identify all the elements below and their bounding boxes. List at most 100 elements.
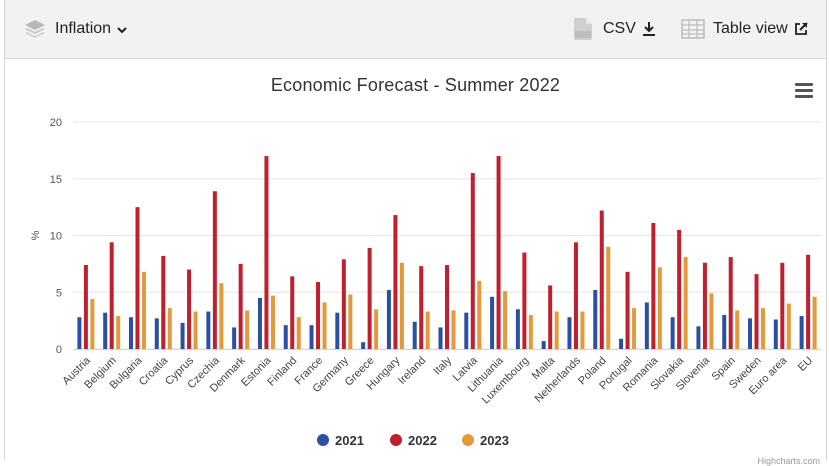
bar-2021 — [696, 326, 701, 349]
bar-2022 — [780, 262, 785, 349]
x-tick-label: EU — [796, 355, 815, 374]
chart-plot: 05101520%AustriaBelgiumBulgariaCroatiaCy… — [30, 117, 821, 448]
bar-2023 — [709, 293, 714, 349]
legend-marker-2021 — [317, 434, 329, 446]
bar-2023 — [219, 283, 224, 349]
bar-2021 — [593, 289, 598, 349]
bar-2021 — [103, 312, 108, 349]
bar-2021 — [361, 342, 366, 349]
bar-2023 — [632, 308, 637, 349]
bar-2022 — [316, 282, 321, 349]
bar-2023 — [528, 314, 533, 349]
bar-2021 — [180, 322, 185, 349]
bar-2023 — [141, 271, 146, 349]
bar-2022 — [367, 247, 372, 349]
bar-2023 — [812, 296, 817, 349]
bar-2022 — [806, 254, 811, 349]
download-icon — [642, 22, 655, 36]
bar-2021 — [619, 338, 624, 349]
chart-panel: Inflation CSV Table view — [4, 0, 827, 466]
bar-2021 — [748, 318, 753, 349]
y-tick-label: 5 — [56, 287, 62, 299]
bar-2023 — [167, 308, 172, 349]
menu-icon-bar — [795, 89, 813, 92]
bar-2021 — [154, 318, 159, 349]
bar-2022 — [625, 271, 630, 349]
bar-2023 — [735, 310, 740, 349]
bar-2022 — [341, 259, 346, 349]
bar-2022 — [677, 229, 682, 349]
bar-2021 — [232, 327, 237, 349]
bar-2023 — [374, 309, 379, 349]
x-tick-label: Finland — [265, 355, 299, 389]
bar-2021 — [309, 325, 314, 349]
chart-credit: Highcharts.com — [757, 456, 820, 466]
menu-icon-bar — [795, 83, 813, 86]
bar-2022 — [548, 285, 553, 349]
bar-2023 — [786, 303, 791, 349]
bar-2022 — [728, 257, 733, 349]
bar-2021 — [206, 311, 211, 349]
bar-2023 — [399, 262, 404, 349]
chart-title: Economic Forecast - Summer 2022 — [270, 75, 561, 95]
bar-2021 — [438, 327, 443, 349]
bar-2022 — [522, 252, 527, 349]
legend-marker-2023 — [462, 434, 474, 446]
bar-2021 — [515, 309, 520, 349]
bar-2022 — [573, 242, 578, 349]
chevron-down-icon — [117, 27, 127, 34]
bar-2021 — [567, 317, 572, 349]
csv-download-button[interactable]: CSV — [573, 0, 656, 58]
bar-2022 — [651, 223, 656, 349]
table-view-button[interactable]: Table view — [681, 0, 808, 58]
indicator-dropdown[interactable]: Inflation — [23, 0, 127, 58]
bar-2023 — [193, 311, 198, 349]
bar-2021 — [128, 317, 133, 349]
bar-2023 — [554, 311, 559, 349]
bar-2023 — [425, 311, 430, 349]
bar-2023 — [245, 310, 250, 349]
bar-2021 — [644, 302, 649, 349]
legend-label-2021: 2021 — [335, 433, 364, 448]
bar-2022 — [419, 266, 424, 349]
bar-2022 — [109, 242, 114, 349]
bar-2023 — [606, 246, 611, 349]
bar-2023 — [580, 311, 585, 349]
layers-icon — [25, 20, 45, 38]
bar-2023 — [90, 299, 95, 349]
bar-2022 — [445, 265, 449, 349]
legend-label-2023: 2023 — [480, 433, 509, 448]
bar-2021 — [386, 289, 391, 349]
bar-2023 — [296, 317, 301, 349]
external-link-icon — [794, 22, 808, 35]
y-axis-label: % — [30, 230, 42, 240]
bar-2023 — [761, 308, 766, 349]
bar-2022 — [83, 265, 88, 349]
bar-2023 — [451, 310, 456, 349]
bar-2022 — [187, 269, 192, 349]
chart-menu-button[interactable] — [795, 83, 813, 99]
bar-2023 — [348, 294, 353, 349]
bar-2023 — [657, 267, 662, 349]
legend-label-2022: 2022 — [408, 433, 437, 448]
bar-2023 — [322, 302, 327, 349]
table-icon — [681, 19, 705, 39]
bar-2021 — [257, 297, 262, 349]
bar-2022 — [496, 156, 501, 349]
chart-area: Economic Forecast - Summer 2022 0 5 10 15 20… — [5, 59, 826, 466]
bar-2022 — [238, 263, 243, 349]
bar-2023 — [477, 280, 482, 349]
bar-2022 — [290, 276, 295, 349]
csv-file-icon — [574, 18, 592, 40]
y-tick-label: 20 — [50, 117, 62, 129]
bar-2022 — [599, 210, 604, 349]
bar-2022 — [212, 191, 217, 349]
toolbar: Inflation CSV Table view — [5, 0, 826, 59]
bar-2021 — [670, 317, 675, 349]
bar-2021 — [412, 321, 417, 349]
bar-2021 — [722, 314, 727, 349]
y-tick-label: 15 — [50, 174, 62, 186]
bar-2021 — [283, 325, 288, 349]
bar-2021 — [541, 341, 546, 349]
x-tick-label: Ireland — [396, 355, 428, 387]
